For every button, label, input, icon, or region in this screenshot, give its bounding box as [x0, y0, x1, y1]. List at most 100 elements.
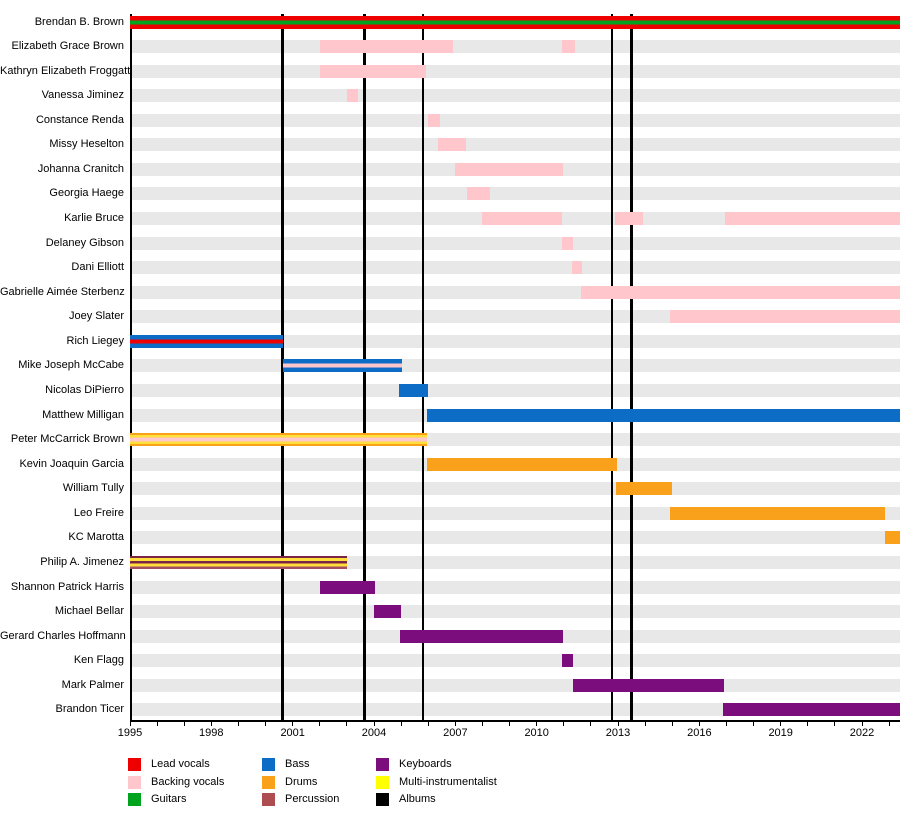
member-bar-segment	[283, 359, 403, 373]
member-track	[130, 64, 900, 78]
member-track	[130, 678, 900, 692]
member-name-label: Dani Elliott	[71, 261, 124, 274]
axis-tick	[698, 721, 700, 726]
legend-label: Guitars	[151, 793, 187, 805]
legend-label: Percussion	[285, 793, 340, 805]
member-name-label: Elizabeth Grace Brown	[11, 40, 125, 53]
member-name-label: Gabrielle Aimée Sterbenz	[0, 285, 125, 298]
axis-year-label: 2007	[443, 727, 468, 739]
album-release-line	[281, 14, 284, 720]
plot-left-border	[130, 14, 132, 720]
album-release-line	[630, 14, 633, 720]
member-name-label: Rich Liegey	[66, 334, 124, 347]
axis-year-label: 2004	[361, 727, 387, 739]
axis-year-label: 2010	[524, 727, 549, 739]
member-bar-segment	[427, 457, 618, 471]
legend-label: Keyboards	[399, 758, 452, 770]
axis-tick	[210, 721, 212, 726]
legend-swatch-drums	[262, 775, 275, 789]
axis-tick	[671, 721, 673, 726]
member-bar-segment	[346, 89, 359, 103]
member-bar-segment	[428, 113, 441, 127]
member-name-label: Kathryn Elizabeth Froggatt	[0, 64, 131, 77]
axis-tick	[427, 721, 429, 726]
member-bar-segment	[130, 334, 284, 348]
legend-swatch-guitars	[128, 793, 141, 806]
axis-tick	[726, 721, 727, 726]
member-bar-segment	[561, 236, 574, 250]
legend-label: Multi-instrumentalist	[399, 775, 497, 788]
member-name-label: Brandon Ticer	[55, 703, 124, 716]
member-name-label: Shannon Patrick Harris	[10, 580, 124, 593]
axis-tick	[753, 721, 755, 726]
member-bar-segment	[572, 678, 725, 692]
legend-label: Drums	[285, 775, 318, 788]
legend-swatch-multi-instrumentalist	[376, 775, 389, 789]
member-bar-segment	[130, 433, 428, 447]
axis-baseline	[130, 720, 900, 722]
axis-year-label: 2016	[687, 727, 712, 739]
member-name-label: Matthew Milligan	[42, 408, 124, 421]
axis-tick	[536, 721, 538, 726]
axis-tick	[183, 721, 185, 726]
member-track	[130, 359, 900, 373]
member-track	[130, 89, 900, 103]
member-name-label: Mike Joseph McCabe	[18, 359, 124, 372]
member-bar-segment	[373, 605, 402, 619]
axis-year-label: 2019	[768, 727, 793, 739]
member-name-label: Michael Bellar	[54, 605, 124, 618]
axis-tick	[780, 721, 782, 726]
axis-tick	[292, 721, 294, 726]
legend-swatch-backing-vocals	[128, 775, 141, 789]
album-release-line	[610, 14, 614, 720]
axis-tick	[509, 721, 511, 726]
member-track	[130, 236, 900, 250]
member-bar-segment	[319, 64, 427, 78]
member-track	[130, 138, 900, 152]
legend-label: Bass	[285, 758, 310, 770]
member-bar-segment	[885, 531, 900, 545]
legend-swatch-bass	[262, 758, 275, 771]
legend-swatch-lead-vocals	[128, 758, 141, 771]
member-bar-segment	[438, 138, 467, 152]
member-track	[130, 703, 900, 717]
axis-tick	[373, 721, 375, 726]
member-name-label: Delaney Gibson	[45, 236, 124, 249]
legend-label: Albums	[399, 793, 436, 805]
member-bar-segment	[616, 482, 672, 496]
member-bar-segment	[130, 15, 900, 29]
member-bar-segment	[130, 556, 347, 570]
member-name-label: Georgia Haege	[49, 187, 124, 200]
member-track	[130, 113, 900, 127]
member-bar-segment	[400, 629, 563, 643]
member-track	[130, 384, 900, 398]
axis-tick	[454, 721, 456, 726]
member-name-label: Mark Palmer	[61, 678, 124, 691]
legend-swatch-albums	[376, 793, 389, 806]
axis-tick	[834, 721, 836, 726]
member-name-label: Joey Slater	[68, 310, 124, 323]
member-bar-segment	[455, 162, 563, 176]
legend-swatch-percussion	[262, 793, 275, 806]
legend-label: Backing vocals	[151, 775, 225, 788]
legend-label: Lead vocals	[151, 758, 210, 770]
member-track	[130, 605, 900, 619]
member-name-label: Brendan B. Brown	[34, 15, 124, 28]
axis-year-label: 2001	[280, 727, 305, 739]
legend-swatch-keyboards	[376, 758, 389, 771]
member-track	[130, 40, 900, 54]
album-release-line	[421, 14, 425, 720]
member-track	[130, 482, 900, 496]
member-bar-segment	[669, 506, 885, 520]
axis-tick	[400, 721, 402, 726]
member-name-label: Gerard Charles Hoffmann	[0, 629, 126, 642]
member-name-label: Nicolas DiPierro	[45, 384, 124, 397]
member-bar-segment	[669, 310, 900, 324]
member-name-label: Leo Freire	[73, 506, 124, 519]
member-bar-segment	[319, 40, 454, 54]
axis-tick	[129, 721, 131, 726]
member-bar-segment	[562, 40, 575, 54]
axis-tick	[156, 721, 158, 726]
member-bar-segment	[580, 285, 900, 299]
